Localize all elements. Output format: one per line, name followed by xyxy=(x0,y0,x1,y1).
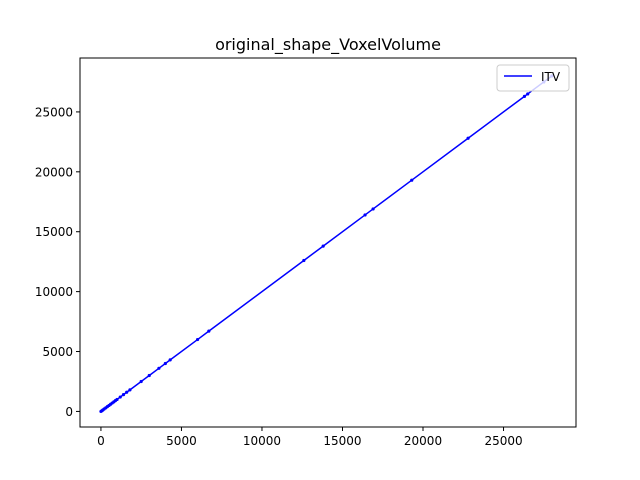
x-tick-label: 5000 xyxy=(166,434,197,448)
data-point xyxy=(168,358,172,362)
data-point xyxy=(163,361,167,366)
data-point xyxy=(147,373,151,378)
data-point xyxy=(139,379,143,384)
y-tick-label: 15000 xyxy=(35,225,73,239)
x-tick-label: 25000 xyxy=(484,434,522,448)
data-point xyxy=(321,244,325,248)
data-point xyxy=(526,92,530,96)
y-axis: 0 5000 10000 15000 20000 25000 xyxy=(35,105,80,419)
axes-frame xyxy=(79,57,577,428)
data-point xyxy=(115,397,119,402)
data-point xyxy=(125,390,129,394)
chart-title: original_shape_VoxelVolume xyxy=(215,35,441,55)
y-tick-label: 5000 xyxy=(42,345,73,359)
data-point xyxy=(363,213,367,217)
x-tick-label: 15000 xyxy=(323,434,361,448)
x-tick-label: 20000 xyxy=(404,434,442,448)
y-tick-label: 10000 xyxy=(35,285,73,299)
y-tick-label: 20000 xyxy=(35,165,73,179)
data-point xyxy=(410,178,414,182)
x-tick-label: 0 xyxy=(97,434,105,448)
plot-area xyxy=(99,74,554,414)
legend: ITV xyxy=(496,64,570,92)
x-axis: 0 5000 10000 15000 20000 25000 xyxy=(97,427,523,448)
data-point xyxy=(118,395,122,399)
data-point xyxy=(157,366,161,370)
data-point xyxy=(522,94,527,98)
data-point xyxy=(466,136,470,140)
data-point xyxy=(121,393,126,397)
y-tick-label: 0 xyxy=(65,405,73,419)
legend-box xyxy=(496,64,570,92)
y-tick-label: 25000 xyxy=(35,105,73,119)
legend-label-itv: ITV xyxy=(541,70,561,84)
data-point xyxy=(128,388,132,392)
x-tick-label: 10000 xyxy=(243,434,281,448)
data-point xyxy=(371,207,375,211)
data-point xyxy=(302,258,306,263)
data-point xyxy=(195,337,200,342)
data-point xyxy=(207,329,211,333)
